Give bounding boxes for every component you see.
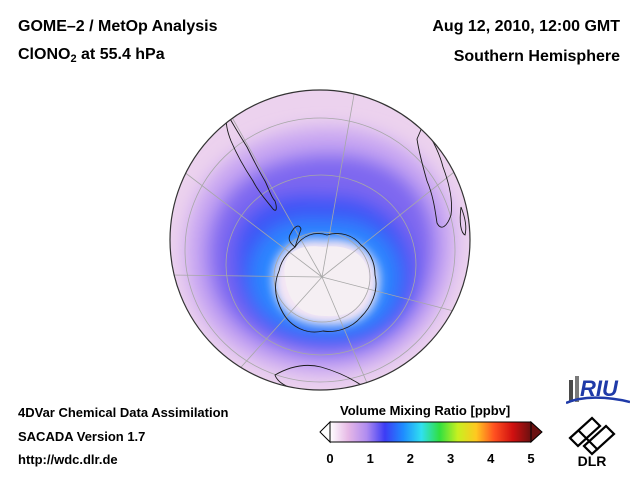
- meridian-line: [321, 276, 470, 316]
- footer-method: 4DVar Chemical Data Assimilation: [18, 405, 229, 420]
- meridian-line: [224, 104, 323, 278]
- dlr-logo-text: DLR: [578, 453, 607, 468]
- meridian-line: [321, 90, 356, 278]
- coastline-antarctica: [275, 233, 377, 333]
- colorbar-min-arrow: [319, 420, 331, 444]
- pressure-level: at 55.4 hPa: [76, 46, 165, 63]
- dlr-logo: DLR: [568, 416, 616, 468]
- colorbar-tick: 2: [406, 451, 414, 466]
- graticule: [170, 90, 470, 390]
- riu-logo-text: RIU: [580, 376, 619, 401]
- riu-logo-bar: [569, 380, 573, 402]
- latitude-circle: [184, 117, 456, 383]
- colorbar-tick: 5: [527, 451, 535, 466]
- colorbar-gradient: [329, 421, 532, 443]
- coastline-africa: [416, 124, 452, 228]
- footer-url[interactable]: http://wdc.dlr.de: [18, 452, 118, 467]
- colorbar-tick: 3: [446, 451, 455, 466]
- riu-logo-bar: [575, 376, 579, 402]
- analysis-date: Aug 12, 2010, 12:00 GMT: [432, 18, 620, 35]
- colorbar: [319, 420, 543, 444]
- meridian-line: [321, 164, 464, 278]
- species-name: ClONO: [18, 46, 71, 63]
- meridian-line: [174, 164, 323, 278]
- species-title: ClONO2 at 55.4 hPa: [18, 46, 165, 65]
- hemisphere-map: [169, 89, 471, 391]
- colorbar-tick: 0: [326, 451, 334, 466]
- latitude-circle: [273, 231, 371, 323]
- colorbar-tick: 1: [366, 451, 374, 466]
- coastline-madagascar: [459, 206, 467, 236]
- coastline-antarctic-peninsula: [288, 225, 302, 248]
- latitude-circle: [225, 174, 417, 356]
- dlr-logo-mark: [568, 416, 616, 456]
- footer-version: SACADA Version 1.7: [18, 429, 146, 444]
- hemisphere-label: Southern Hemisphere: [453, 48, 620, 65]
- meridian-line: [170, 274, 323, 278]
- riu-logo: RIU: [566, 376, 630, 405]
- colorbar-max-arrow: [530, 420, 543, 444]
- globe-border: [169, 89, 471, 391]
- polar-vortex-core: [284, 246, 370, 317]
- meridian-line: [321, 276, 371, 390]
- map-title: GOME–2 / MetOp Analysis: [18, 18, 218, 35]
- species-subscript: 2: [70, 53, 77, 65]
- riu-logo-swoosh: [566, 396, 630, 405]
- colorbar-tick: 4: [487, 451, 495, 466]
- colorbar-title: Volume Mixing Ratio [ppbv]: [340, 403, 511, 418]
- coastline-south-america: [225, 111, 277, 211]
